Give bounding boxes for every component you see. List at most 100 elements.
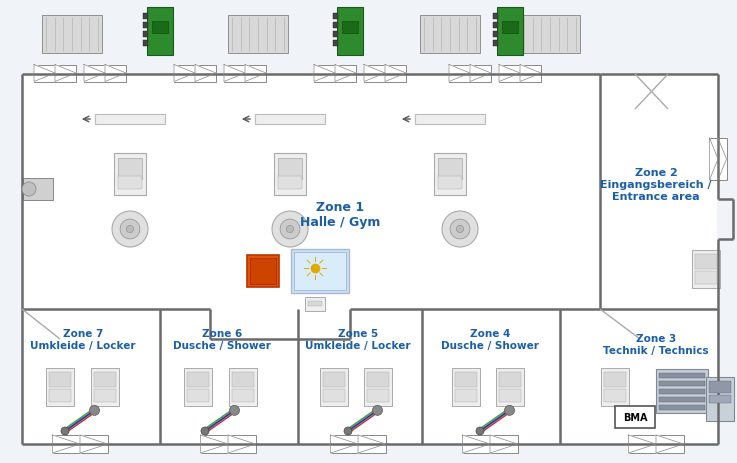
Polygon shape [520,65,541,82]
Bar [493,32,498,38]
Bar [656,369,708,413]
Bar [695,255,717,269]
Bar [493,23,498,29]
Polygon shape [449,65,470,82]
Bar [49,389,71,402]
Text: Zone 5
Umkleide / Locker: Zone 5 Umkleide / Locker [305,328,411,350]
Circle shape [287,226,293,233]
Bar [278,159,302,180]
Bar [499,66,541,83]
Bar [364,66,406,83]
Bar [232,372,254,387]
Bar [23,179,53,200]
Bar [274,154,306,195]
Bar [497,8,523,56]
Polygon shape [463,435,490,453]
Polygon shape [330,435,358,453]
Polygon shape [629,435,656,453]
Polygon shape [52,435,80,453]
Polygon shape [385,65,406,82]
Bar [709,395,731,403]
Bar [452,368,480,406]
Bar [143,23,148,29]
Bar [659,381,705,386]
Bar [659,405,705,410]
Circle shape [89,406,99,415]
Circle shape [229,406,240,415]
Bar [438,159,462,180]
Polygon shape [490,435,517,453]
Bar [187,372,209,387]
Bar [294,252,346,290]
Bar [692,250,720,288]
Circle shape [61,427,69,435]
Bar [22,309,717,444]
Polygon shape [195,65,216,82]
Polygon shape [358,435,385,453]
Bar [323,389,345,402]
Circle shape [127,226,133,233]
Bar [463,435,518,453]
Bar [143,41,148,47]
Circle shape [272,212,308,247]
Circle shape [372,406,383,415]
Bar [143,32,148,38]
Bar [659,397,705,402]
Bar [342,22,358,34]
Bar [184,368,212,406]
Polygon shape [364,65,385,82]
Bar [502,22,518,34]
Text: Zone 6
Dusche / Shower: Zone 6 Dusche / Shower [173,328,271,350]
Bar [449,66,491,83]
Bar [364,368,392,406]
Polygon shape [656,435,683,453]
Bar [415,115,485,125]
Bar [601,368,629,406]
Bar [710,139,727,181]
Bar [493,14,498,20]
Bar [174,66,216,83]
Bar [232,389,254,402]
Polygon shape [470,65,491,82]
Bar [314,66,356,83]
Bar [201,435,256,453]
Bar [224,66,266,83]
Polygon shape [105,65,126,82]
Polygon shape [335,65,356,82]
Circle shape [505,406,514,415]
Polygon shape [55,65,76,82]
Bar [305,297,325,311]
Text: Zone 4
Dusche / Shower: Zone 4 Dusche / Shower [441,328,539,350]
Circle shape [442,212,478,247]
Polygon shape [718,139,727,181]
Bar [95,115,165,125]
Circle shape [201,427,209,435]
Polygon shape [245,65,266,82]
Bar [228,16,288,54]
Bar [604,389,626,402]
Bar [147,8,173,56]
Bar [187,389,209,402]
Bar [53,435,108,453]
Bar [46,368,74,406]
Bar [337,8,363,56]
Bar [615,406,655,428]
Polygon shape [200,435,228,453]
Circle shape [280,219,300,239]
Circle shape [22,182,36,197]
Bar [367,372,389,387]
Polygon shape [34,65,55,82]
Bar [496,368,524,406]
Text: BMA: BMA [623,412,647,422]
Bar [438,176,462,189]
Bar [695,271,717,284]
Bar [602,75,717,309]
Bar [333,41,338,47]
Bar [659,389,705,394]
Bar [493,41,498,47]
Polygon shape [80,435,108,453]
Bar [152,22,168,34]
Bar [250,258,276,284]
Bar [49,372,71,387]
Polygon shape [228,435,256,453]
